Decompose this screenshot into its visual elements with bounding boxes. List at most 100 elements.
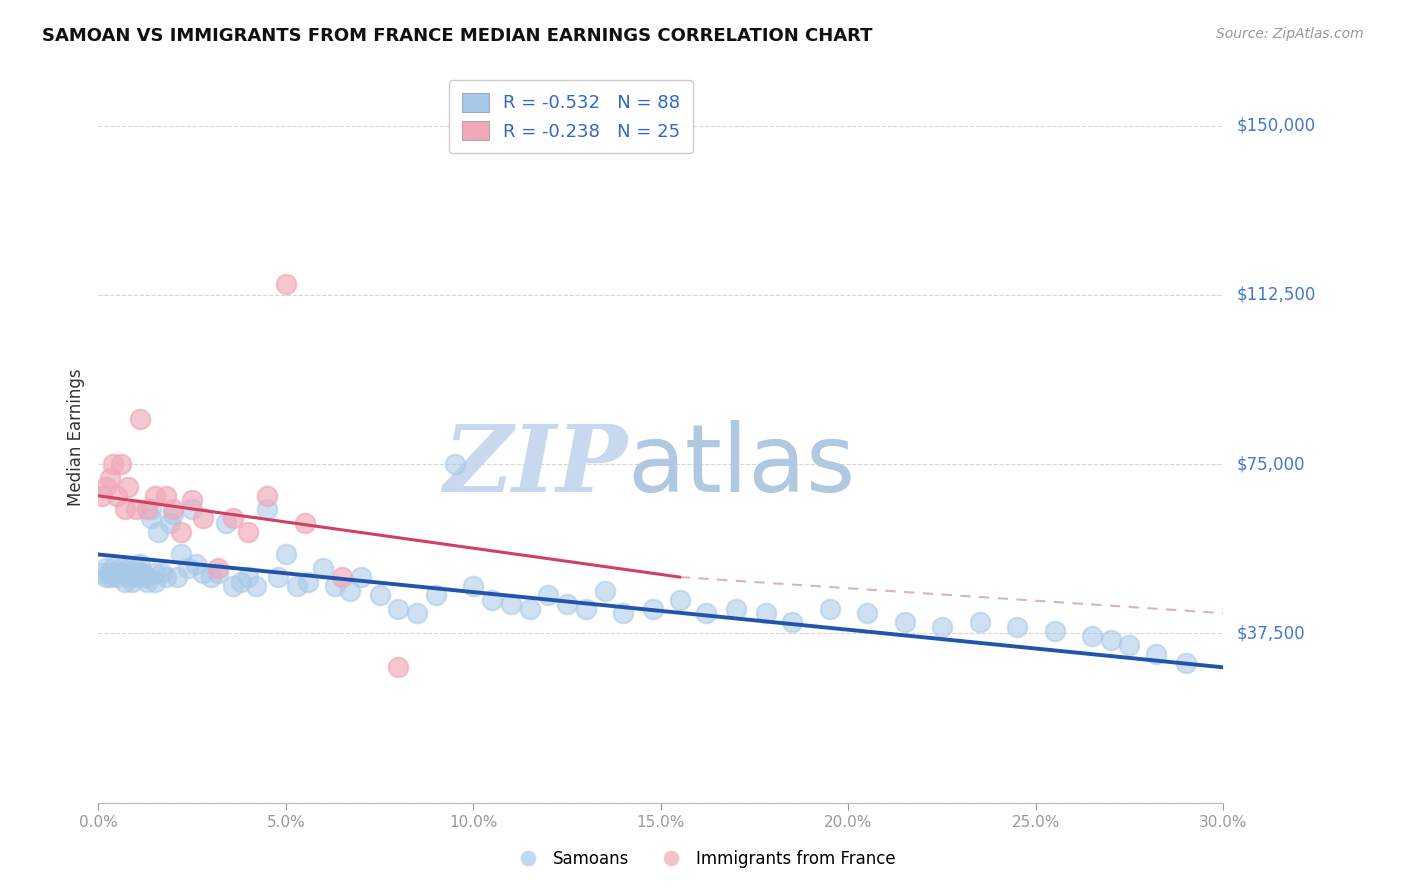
Point [294, 516, 316, 530]
Point [166, 570, 188, 584]
Point [114, 502, 136, 516]
Point [612, 606, 634, 620]
Point [128, 566, 150, 580]
Point [297, 574, 319, 589]
Point [519, 601, 541, 615]
Point [105, 566, 128, 580]
Point [1118, 638, 1140, 652]
Point [256, 489, 278, 503]
Point [162, 502, 184, 516]
Point [193, 566, 215, 580]
Point [215, 516, 238, 530]
Point [121, 566, 143, 580]
Point [94, 480, 117, 494]
Point [170, 524, 193, 539]
Point [368, 588, 391, 602]
Point [668, 592, 690, 607]
Point [931, 620, 953, 634]
Point [285, 579, 308, 593]
Point [143, 489, 166, 503]
Point [222, 579, 245, 593]
Point [155, 489, 177, 503]
Point [1099, 633, 1122, 648]
Point [128, 557, 150, 571]
Point [229, 574, 252, 589]
Point [148, 524, 170, 539]
Point [1005, 620, 1028, 634]
Point [98, 570, 121, 584]
Y-axis label: Median Earnings: Median Earnings [66, 368, 84, 506]
Point [537, 588, 560, 602]
Point [143, 574, 166, 589]
Point [125, 561, 148, 575]
Point [103, 457, 125, 471]
Point [103, 566, 125, 580]
Point [339, 583, 361, 598]
Point [575, 601, 598, 615]
Point [207, 566, 229, 580]
Point [387, 660, 409, 674]
Point [499, 597, 522, 611]
Point [238, 570, 260, 584]
Point [181, 493, 204, 508]
Point [755, 606, 778, 620]
Point [98, 566, 121, 580]
Point [170, 548, 193, 562]
Text: $112,500: $112,500 [1237, 285, 1316, 304]
Point [695, 606, 717, 620]
Point [136, 502, 159, 516]
Point [132, 570, 155, 584]
Point [128, 412, 150, 426]
Point [724, 601, 747, 615]
Point [643, 601, 665, 615]
Point [117, 561, 139, 575]
Point [159, 516, 181, 530]
Point [143, 566, 166, 580]
Legend: R = -0.532   N = 88, R = -0.238   N = 25: R = -0.532 N = 88, R = -0.238 N = 25 [449, 80, 693, 153]
Point [222, 511, 245, 525]
Point [105, 489, 128, 503]
Point [150, 566, 173, 580]
Point [463, 579, 485, 593]
Point [94, 561, 117, 575]
Point [818, 601, 841, 615]
Point [443, 457, 465, 471]
Point [555, 597, 578, 611]
Point [1174, 656, 1197, 670]
Point [105, 570, 128, 584]
Point [856, 606, 879, 620]
Point [91, 566, 114, 580]
Point [267, 570, 290, 584]
Text: $75,000: $75,000 [1237, 455, 1306, 473]
Point [387, 601, 409, 615]
Point [139, 511, 162, 525]
Point [312, 561, 335, 575]
Point [200, 570, 222, 584]
Point [162, 507, 184, 521]
Point [136, 574, 159, 589]
Point [245, 579, 267, 593]
Point [114, 574, 136, 589]
Text: SAMOAN VS IMMIGRANTS FROM FRANCE MEDIAN EARNINGS CORRELATION CHART: SAMOAN VS IMMIGRANTS FROM FRANCE MEDIAN … [42, 27, 873, 45]
Point [207, 561, 229, 575]
Point [155, 570, 177, 584]
Text: $150,000: $150,000 [1237, 117, 1316, 135]
Point [136, 570, 159, 584]
Point [256, 502, 278, 516]
Point [893, 615, 915, 630]
Point [350, 570, 373, 584]
Point [193, 511, 215, 525]
Point [969, 615, 991, 630]
Point [114, 566, 136, 580]
Point [274, 548, 297, 562]
Point [91, 489, 114, 503]
Point [139, 502, 162, 516]
Text: atlas: atlas [627, 420, 855, 512]
Point [121, 574, 143, 589]
Point [780, 615, 803, 630]
Point [110, 566, 132, 580]
Legend: Samoans, Immigrants from France: Samoans, Immigrants from France [505, 844, 901, 875]
Text: ZIP: ZIP [443, 421, 627, 511]
Point [1144, 647, 1167, 661]
Point [274, 277, 297, 291]
